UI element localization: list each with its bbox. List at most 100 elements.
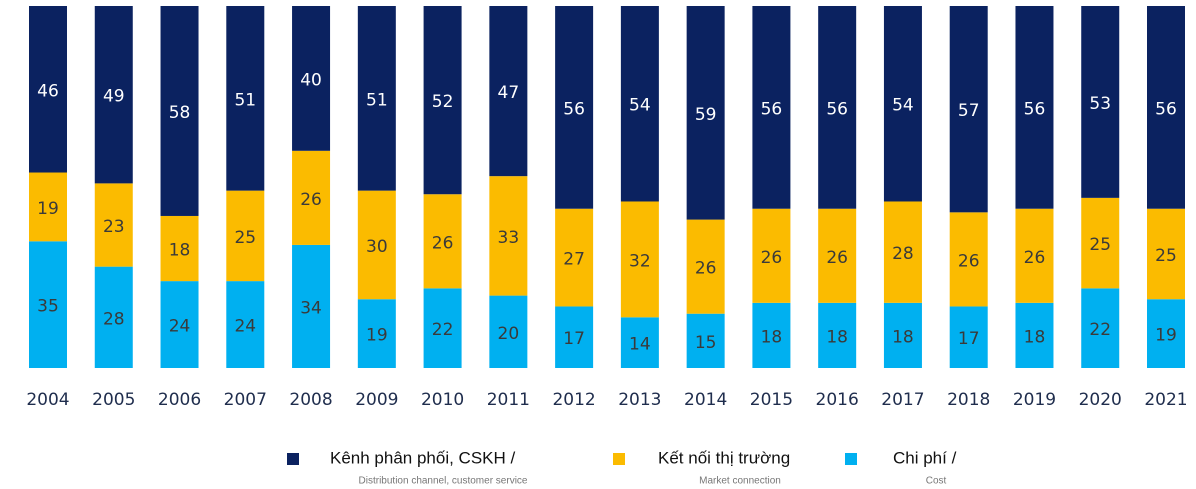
data-label: 26 [761, 248, 783, 268]
data-label: 22 [1089, 320, 1111, 340]
data-label: 23 [103, 217, 125, 237]
bar-segment [357, 299, 396, 368]
bar-segment [29, 172, 67, 242]
bar-segment [752, 302, 791, 368]
bar-segment [226, 6, 265, 191]
bar-segment [883, 302, 922, 368]
bar-segment [29, 6, 67, 173]
data-label: 24 [169, 317, 191, 337]
x-tick-label: 2010 [421, 390, 464, 410]
data-label: 28 [892, 244, 914, 264]
bar-segment [883, 201, 922, 303]
bar-segment [686, 313, 725, 368]
bar-segment [620, 317, 659, 368]
data-label: 30 [366, 237, 388, 257]
legend-sublabel: Distribution channel, customer service [359, 476, 528, 487]
x-tick-label: 2006 [158, 390, 201, 410]
bar-segment [949, 306, 988, 368]
data-label: 27 [563, 250, 585, 270]
data-label: 40 [300, 70, 322, 90]
data-label: 26 [958, 251, 980, 271]
x-tick-label: 2017 [881, 390, 924, 410]
bar-segment [423, 6, 462, 195]
data-label: 56 [761, 99, 783, 119]
bar-segment [1147, 6, 1185, 209]
bar-segment [292, 150, 331, 245]
bar-segment [1015, 208, 1054, 303]
bar-segment [160, 215, 199, 282]
bar-segment [357, 6, 396, 191]
bar-segment [949, 6, 988, 213]
legend-swatch [287, 453, 299, 465]
bar-segment [160, 281, 199, 368]
bar-segment [620, 6, 659, 202]
data-label: 47 [498, 83, 520, 103]
data-label: 18 [761, 327, 783, 347]
x-tick-label: 2008 [289, 390, 332, 410]
x-tick-label: 2011 [487, 390, 530, 410]
data-label: 19 [1155, 326, 1177, 346]
x-tick-label: 2009 [355, 390, 398, 410]
bar-segment [818, 302, 857, 368]
bar-segment [1081, 197, 1120, 289]
bar-segment [94, 266, 133, 368]
bar-segment [1081, 6, 1120, 198]
bar-segment [555, 306, 594, 368]
data-label: 51 [234, 90, 256, 110]
x-tick-label: 2020 [1079, 390, 1122, 410]
bar-segment [292, 244, 331, 368]
bar-segment [29, 241, 67, 368]
legend-label: Kênh phân phối, CSKH / [330, 448, 516, 467]
bar-segment [1015, 6, 1054, 209]
bar-segment [489, 176, 528, 296]
data-label: 58 [169, 103, 191, 123]
data-label: 18 [892, 327, 914, 347]
bar-segment [1147, 299, 1185, 368]
data-label: 18 [169, 241, 191, 261]
bar-segment [555, 6, 594, 209]
bar-segment [357, 190, 396, 300]
data-label: 28 [103, 309, 125, 329]
legend-label: Chi phí / [893, 448, 957, 467]
bar-segment [883, 6, 922, 202]
bar-segment [423, 194, 462, 289]
bar-segment [686, 6, 725, 220]
data-label: 17 [563, 329, 585, 349]
bar-segment [226, 190, 265, 282]
data-label: 32 [629, 251, 651, 271]
bar-segment [949, 212, 988, 307]
bar-segment [489, 6, 528, 177]
legend-sublabel: Cost [926, 476, 947, 487]
data-label: 53 [1089, 94, 1111, 114]
x-tick-label: 2007 [224, 390, 267, 410]
data-label: 26 [300, 190, 322, 210]
data-label: 52 [432, 92, 454, 112]
data-label: 26 [432, 233, 454, 253]
bar-segment [818, 6, 857, 209]
data-label: 25 [1155, 246, 1177, 266]
data-label: 19 [366, 326, 388, 346]
data-label: 51 [366, 90, 388, 110]
data-label: 46 [37, 81, 59, 101]
data-label: 34 [300, 298, 322, 318]
x-tick-label: 2012 [552, 390, 595, 410]
data-label: 57 [958, 101, 980, 121]
bar-segment [752, 6, 791, 209]
bar-segment [489, 295, 528, 368]
legend-label: Kết nối thị trường [658, 448, 790, 467]
data-label: 20 [498, 324, 520, 344]
bar-segment [160, 6, 199, 216]
data-label: 56 [1024, 99, 1046, 119]
x-tick-label: 2021 [1144, 390, 1187, 410]
bar-segment [1147, 208, 1185, 300]
data-label: 26 [695, 259, 717, 279]
bar-segment [555, 208, 594, 307]
x-tick-label: 2019 [1013, 390, 1056, 410]
x-tick-label: 2015 [750, 390, 793, 410]
bar-segment [423, 288, 462, 368]
x-tick-label: 2004 [26, 390, 69, 410]
data-label: 24 [234, 317, 256, 337]
data-label: 54 [892, 96, 914, 116]
data-label: 18 [826, 327, 848, 347]
